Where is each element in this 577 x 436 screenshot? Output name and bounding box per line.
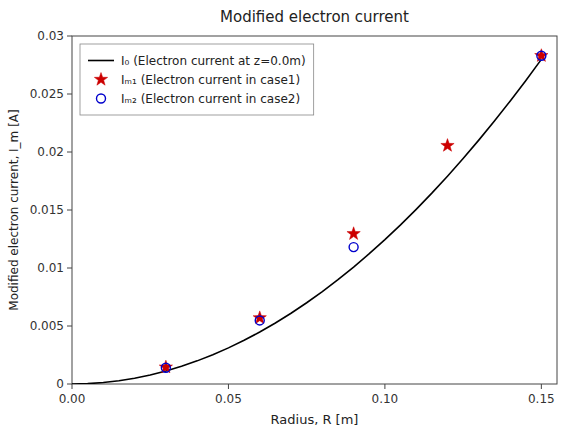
x-tick-label: 0.10 xyxy=(372,392,399,406)
y-tick-label: 0.015 xyxy=(30,203,64,217)
point xyxy=(537,51,546,60)
y-tick xyxy=(67,94,72,95)
legend-swatch xyxy=(97,94,106,103)
x-axis-label: Radius, R [m] xyxy=(271,412,359,427)
x-tick xyxy=(541,384,542,389)
y-axis-label: Modified electron current, I_m [A] xyxy=(7,109,21,310)
y-tick xyxy=(67,326,72,327)
x-tick-label: 0.05 xyxy=(215,392,242,406)
y-tick xyxy=(67,36,72,37)
y-tick-label: 0.025 xyxy=(30,87,64,101)
point xyxy=(349,243,358,252)
y-tick xyxy=(67,384,72,385)
legend-label: Iₘ₂ (Electron current in case2) xyxy=(121,92,300,106)
y-tick-label: 0.005 xyxy=(30,319,64,333)
chart: Modified electron current 0.00 0.05 0.10 0.1… xyxy=(0,0,577,436)
y-tick xyxy=(67,268,72,269)
y-tick xyxy=(67,210,72,211)
legend-box xyxy=(80,44,314,115)
plot-frame xyxy=(72,36,557,384)
point xyxy=(535,49,548,62)
y-tick-label: 0 xyxy=(56,377,64,391)
legend-label: I₀ (Electron current at z=0.0m) xyxy=(121,54,306,68)
y-tick xyxy=(67,152,72,153)
y-tick-label: 0.01 xyxy=(37,261,64,275)
point xyxy=(159,360,172,373)
legend-swatch xyxy=(88,60,114,62)
axes: 0.00 0.05 0.10 0.15 0 0.005 0.01 0.015 0.02 0.025… xyxy=(30,29,557,406)
title: Modified electron current xyxy=(220,8,409,26)
y-tick-label: 0.03 xyxy=(37,29,64,43)
y-tick-label: 0.02 xyxy=(37,145,64,159)
point xyxy=(161,363,170,372)
legend-label: Iₘ₁ (Electron current in case1) xyxy=(121,73,300,87)
x-tick xyxy=(228,384,229,389)
x-tick-label: 0.15 xyxy=(528,392,555,406)
x-tick xyxy=(72,384,73,389)
legend: I₀ (Electron current at z=0.0m) Iₘ₁ (Elec… xyxy=(80,44,314,115)
point xyxy=(255,316,264,325)
legend-swatch xyxy=(94,73,107,86)
x-tick-label: 0.00 xyxy=(59,392,86,406)
point xyxy=(347,227,360,240)
x-tick xyxy=(384,384,385,389)
point xyxy=(441,139,454,152)
